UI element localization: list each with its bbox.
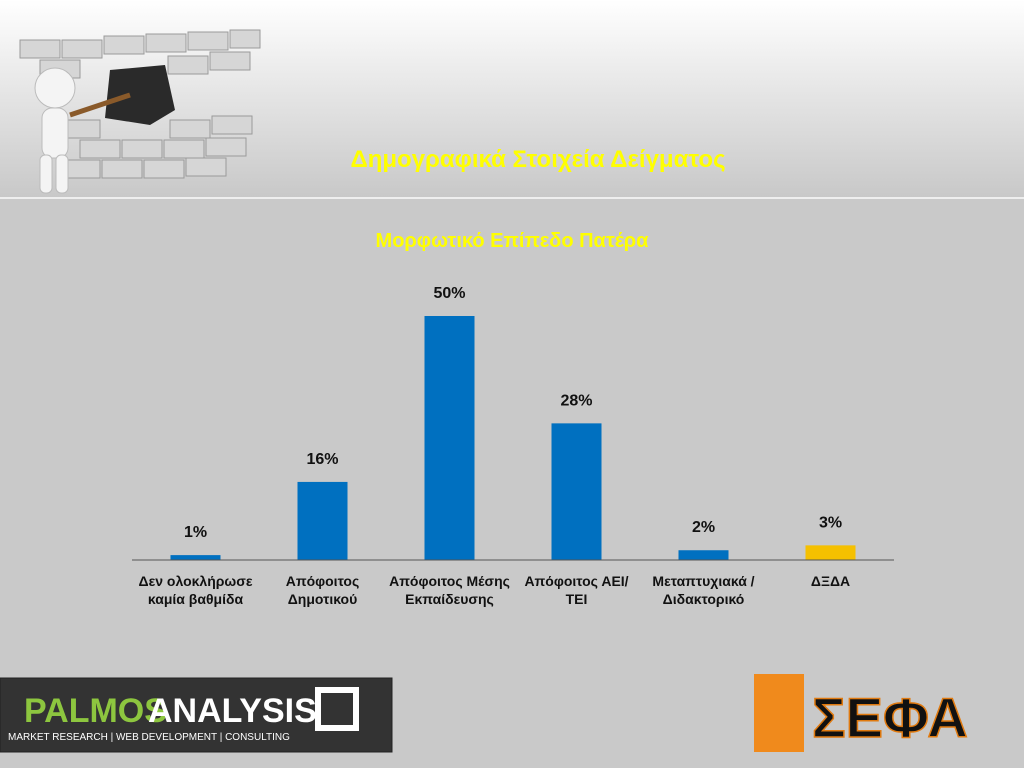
x-tick-label: Απόφοιτος ΑΕΙ/ΤΕΙ (524, 573, 629, 607)
x-tick-label: Δεν ολοκλήρωσε καμία βαθμίδα (138, 573, 253, 607)
bar (678, 550, 729, 560)
x-tick-label: ΔΞΔΑ (810, 573, 851, 589)
x-tick-label: Μεταπτυχιακά / Διδακτορικό (652, 573, 755, 607)
bar (170, 555, 221, 560)
figure (34, 67, 76, 194)
slide-title: Δημογραφικά Στοιχεία Δείγματος (350, 146, 726, 173)
x-tick-label: Απόφοιτος Μέσης Εκπαίδευσης (389, 573, 510, 607)
x-tick-label: Απόφοιτος Δημοτικού (285, 573, 360, 607)
value-label: 50% (433, 285, 465, 302)
hammer (69, 92, 131, 118)
bar (805, 545, 856, 560)
bar (297, 481, 348, 560)
bar (424, 316, 475, 560)
value-label: 16% (306, 451, 338, 468)
chart-title: Μορφωτικό Επίπεδο Πατέρα (375, 230, 649, 252)
bar (551, 423, 602, 560)
left-logo-icon (315, 687, 359, 731)
value-label: 2% (692, 519, 715, 536)
value-label: 1% (184, 524, 207, 541)
right-logo-name: ΣΕΦΑ (812, 686, 968, 749)
value-label: 3% (819, 514, 842, 531)
value-label: 28% (560, 392, 592, 409)
wall-hole (105, 65, 175, 125)
left-logo-tagline: MARKET RESEARCH | WEB DEVELOPMENT | CONS… (8, 732, 290, 743)
left-logo-name: ANALYSIS (148, 692, 317, 730)
left-logo-name: PALMOS (24, 692, 167, 730)
brick-wall (19, 29, 261, 179)
right-logo-icon (754, 674, 804, 752)
